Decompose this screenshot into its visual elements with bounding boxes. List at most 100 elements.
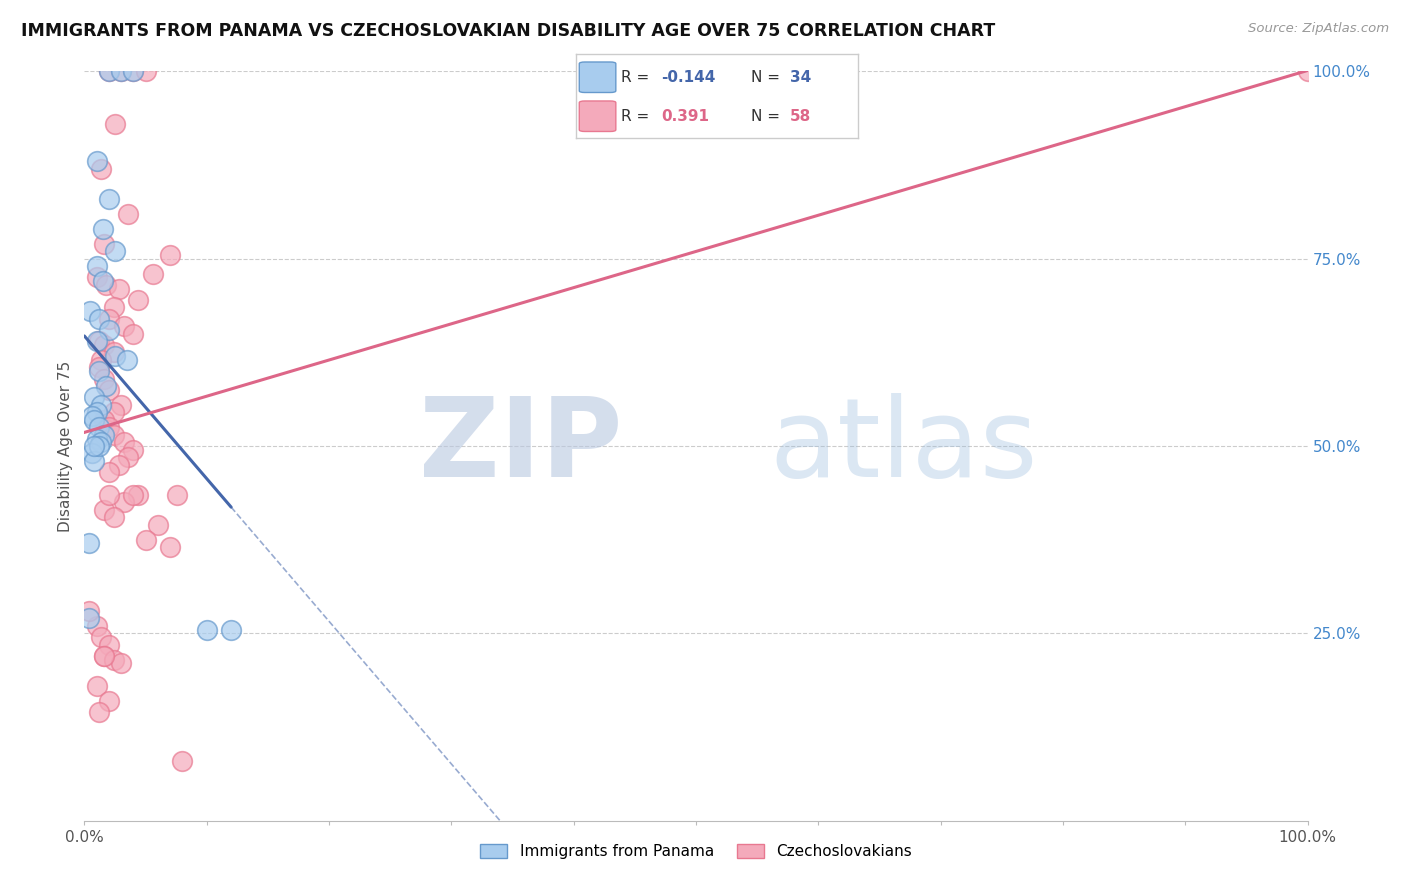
Legend: Immigrants from Panama, Czechoslovakians: Immigrants from Panama, Czechoslovakians <box>474 838 918 865</box>
Point <box>117 450 139 465</box>
Text: ZIP: ZIP <box>419 392 623 500</box>
Point <box>166 488 188 502</box>
Point <box>80 446 103 460</box>
Point <box>97 488 120 502</box>
Point <box>93 371 115 385</box>
Point <box>86 270 108 285</box>
Point <box>83 439 105 453</box>
Point <box>97 192 120 206</box>
Point <box>142 267 165 281</box>
Point <box>104 117 127 131</box>
Point <box>83 413 105 427</box>
Point <box>159 248 181 262</box>
Point <box>83 454 105 468</box>
Point <box>97 64 120 78</box>
Point <box>97 383 120 397</box>
Point <box>90 435 112 450</box>
Point <box>91 274 114 288</box>
Point <box>96 277 118 292</box>
Point <box>135 64 157 78</box>
Point <box>117 207 139 221</box>
Point <box>80 409 103 423</box>
Point <box>110 657 132 671</box>
Point <box>77 604 100 618</box>
Point <box>86 405 108 419</box>
Point <box>87 705 110 719</box>
Point <box>87 334 110 348</box>
Point <box>103 652 125 666</box>
FancyBboxPatch shape <box>579 62 616 93</box>
Point <box>1296 64 1319 78</box>
Text: R =: R = <box>621 109 659 124</box>
Point <box>103 405 125 419</box>
Point <box>93 502 115 516</box>
Point <box>104 349 127 363</box>
Point <box>90 161 112 176</box>
Text: IMMIGRANTS FROM PANAMA VS CZECHOSLOVAKIAN DISABILITY AGE OVER 75 CORRELATION CHA: IMMIGRANTS FROM PANAMA VS CZECHOSLOVAKIA… <box>21 22 995 40</box>
Point <box>110 64 132 78</box>
Point <box>146 517 169 532</box>
Point <box>83 390 105 404</box>
Point <box>103 301 125 315</box>
Text: 34: 34 <box>790 70 811 85</box>
Point <box>135 533 157 547</box>
Point <box>172 754 194 768</box>
Point <box>219 623 242 637</box>
Point <box>96 379 118 393</box>
Point <box>93 236 115 251</box>
Point <box>97 465 120 479</box>
Point <box>122 326 145 341</box>
Point <box>122 64 145 78</box>
Point <box>93 413 115 427</box>
Point <box>115 352 138 367</box>
FancyBboxPatch shape <box>579 101 616 131</box>
Point <box>77 611 100 625</box>
Point <box>195 623 218 637</box>
Point <box>77 536 100 550</box>
Point <box>97 694 120 708</box>
Text: N =: N = <box>751 109 785 124</box>
Text: -0.144: -0.144 <box>661 70 716 85</box>
Text: R =: R = <box>621 70 655 85</box>
Point <box>93 427 115 442</box>
Point <box>103 427 125 442</box>
Point <box>97 323 120 337</box>
Point <box>104 244 127 259</box>
Point <box>97 311 120 326</box>
Point <box>103 510 125 524</box>
Text: 0.391: 0.391 <box>661 109 709 124</box>
Point <box>93 338 115 352</box>
Point <box>87 360 110 375</box>
Point <box>86 679 108 693</box>
Point <box>122 442 145 457</box>
Point <box>86 432 108 446</box>
Point <box>103 345 125 359</box>
Point <box>159 540 181 554</box>
Point <box>79 304 101 318</box>
Point <box>90 630 112 644</box>
Point <box>87 364 110 378</box>
Point <box>86 334 108 348</box>
Y-axis label: Disability Age Over 75: Disability Age Over 75 <box>58 360 73 532</box>
Point <box>97 638 120 652</box>
Point <box>87 420 110 434</box>
Point <box>90 352 112 367</box>
Point <box>97 420 120 434</box>
Point <box>87 311 110 326</box>
Point <box>122 488 145 502</box>
Point <box>110 398 132 412</box>
Point <box>127 293 149 307</box>
Point <box>86 154 108 169</box>
Point <box>87 439 110 453</box>
Text: atlas: atlas <box>769 392 1038 500</box>
Point <box>112 319 135 334</box>
Point <box>93 648 115 663</box>
Point <box>107 458 129 472</box>
Point <box>90 398 112 412</box>
Point <box>122 64 145 78</box>
Point <box>91 221 114 235</box>
Point <box>110 64 132 78</box>
Text: 58: 58 <box>790 109 811 124</box>
Text: N =: N = <box>751 70 785 85</box>
Point <box>93 648 115 663</box>
